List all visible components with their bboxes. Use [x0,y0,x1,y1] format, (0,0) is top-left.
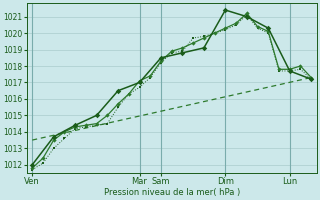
X-axis label: Pression niveau de la mer( hPa ): Pression niveau de la mer( hPa ) [104,188,240,197]
